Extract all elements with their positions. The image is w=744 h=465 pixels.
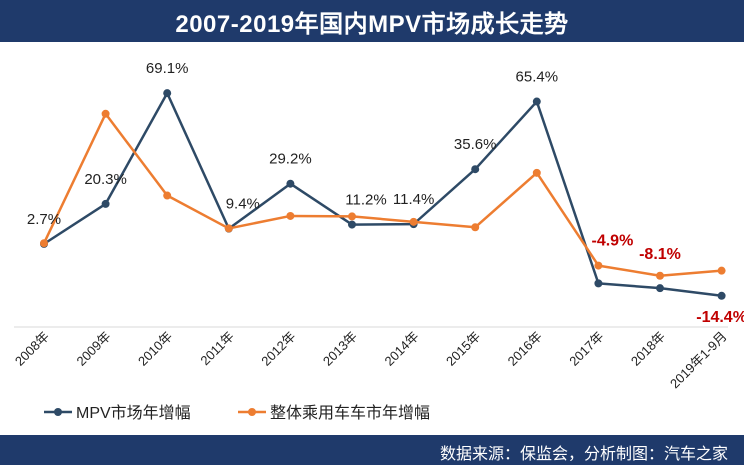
total-data-point [101, 109, 110, 118]
x-tick-label: 2017年 [566, 329, 606, 369]
legend-total-label: 整体乘用车车市年增幅 [270, 404, 430, 422]
x-tick-label: 2011年 [197, 329, 237, 369]
total-series-line [42, 112, 722, 278]
total-data-point [224, 224, 233, 233]
mpv-series-line [43, 91, 722, 298]
total-data-point [594, 261, 603, 270]
mpv-data-label: 20.3% [84, 171, 127, 188]
mpv-data-label: 2.7% [27, 211, 61, 228]
mpv-data-point [594, 279, 603, 288]
x-tick-label: 2014年 [381, 329, 421, 369]
x-tick-label: 2018年 [628, 329, 668, 369]
mpv-data-label: 11.2% [345, 192, 386, 209]
mpv-data-point [717, 291, 726, 300]
total-data-label: -8.1% [639, 246, 681, 263]
mpv-data-point [101, 199, 110, 208]
x-tick-label: 2009年 [73, 329, 113, 369]
mpv-data-label: 9.4% [226, 196, 260, 213]
source-text: 数据来源：保监会，分析制图：汽车之家 [439, 446, 728, 463]
chart-title: 2007-2019年国内MPV市场成长走势 [175, 10, 569, 38]
total-data-point [532, 168, 541, 177]
x-tick-label: 2019年1-9月 [667, 329, 730, 392]
mpv-data-point [471, 165, 480, 174]
total-data-point [717, 266, 726, 275]
mpv-data-label: 29.2% [269, 151, 312, 168]
line-chart: 2008年 2009年 2010年 2011年 2012年 2013年 2014年 2015年… [12, 60, 744, 422]
x-tick-label: 2016年 [505, 329, 545, 369]
x-tick-label: 2015年 [443, 329, 483, 369]
total-data-point [656, 271, 664, 280]
total-data-point [40, 239, 48, 248]
mpv-data-point [286, 179, 295, 188]
footer-bar: 数据来源：保监会，分析制图：汽车之家 [0, 435, 744, 465]
x-tick-label: 2013年 [320, 329, 360, 369]
mpv-data-point [163, 89, 172, 98]
title-bar: 2007-2019年国内MPV市场成长走势 [0, 0, 744, 42]
legend-mpv-label: MPV市场年增幅 [76, 404, 191, 422]
x-tick-label: 2010年 [135, 329, 175, 369]
mpv-data-label: 11.4% [393, 191, 434, 208]
mpv-data-point [348, 220, 356, 229]
mpv-data-point [532, 97, 541, 106]
x-tick-label: 2008年 [12, 329, 52, 369]
mpv-data-label: 35.6% [454, 136, 497, 153]
mpv-data-label: -14.4% [696, 309, 744, 326]
total-data-point [409, 217, 418, 226]
total-data-point [163, 191, 172, 200]
total-data-point [348, 212, 356, 221]
legend-mpv-marker [54, 408, 62, 416]
total-data-point [471, 223, 480, 232]
mpv-data-point [656, 284, 664, 293]
total-data-point [286, 211, 295, 220]
mpv-data-label: 69.1% [146, 60, 189, 77]
total-data-label: -4.9% [592, 233, 634, 250]
mpv-data-label: 65.4% [516, 69, 559, 86]
legend-total-marker [248, 408, 256, 416]
x-tick-label: 2012年 [258, 329, 298, 369]
